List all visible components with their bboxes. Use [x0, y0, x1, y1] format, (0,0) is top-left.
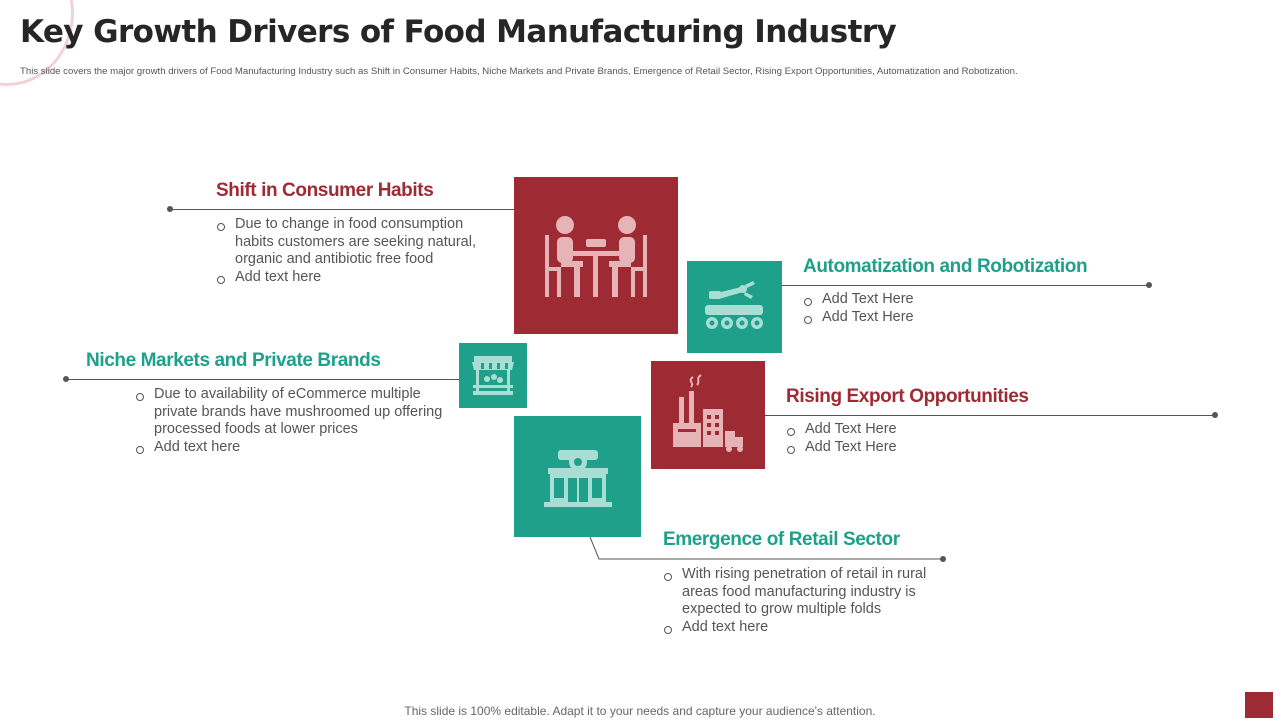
- list-item: Add text here: [663, 619, 953, 637]
- factory-truck-icon: [673, 374, 743, 452]
- export-title: Rising Export Opportunities: [786, 386, 1029, 407]
- niche-markets-tile: [459, 343, 527, 408]
- export-tile: [651, 361, 765, 469]
- slide-title: Key Growth Drivers of Food Manufacturing…: [20, 14, 897, 50]
- export-dot: [1212, 412, 1218, 418]
- niche-markets-title: Niche Markets and Private Brands: [86, 350, 381, 371]
- retail-tile: [514, 416, 641, 537]
- automatization-dot: [1146, 282, 1152, 288]
- consumer-habits-bullets: Due to change in food consumption habits…: [216, 216, 496, 286]
- consumer-habits-dot: [167, 206, 173, 212]
- retail-bullets: With rising penetration of retail in rur…: [663, 566, 953, 636]
- export-connector: [765, 415, 1215, 416]
- corner-accent: [1245, 692, 1273, 718]
- niche-markets-connector: [66, 379, 459, 380]
- export-bullets: Add Text Here Add Text Here: [786, 421, 1046, 456]
- list-item: Add Text Here: [786, 439, 1046, 457]
- list-item: Add text here: [216, 269, 496, 287]
- list-item: Due to change in food consumption habits…: [216, 216, 496, 269]
- consumer-habits-connector: [170, 209, 514, 210]
- list-item: Add Text Here: [786, 421, 1046, 439]
- market-stall-icon: [472, 356, 514, 395]
- automatization-connector: [782, 285, 1149, 286]
- retail-title: Emergence of Retail Sector: [663, 529, 900, 550]
- list-item: Add text here: [135, 439, 455, 457]
- consumer-habits-title: Shift in Consumer Habits: [216, 180, 434, 201]
- retail-dot: [940, 556, 946, 562]
- retail-store-icon: [544, 450, 612, 507]
- slide-subtitle: This slide covers the major growth drive…: [20, 66, 1018, 77]
- automatization-tile: [687, 261, 782, 353]
- robot-arm-icon: [705, 281, 763, 329]
- consumer-habits-tile: [514, 177, 678, 334]
- list-item: Due to availability of eCommerce multipl…: [135, 386, 455, 439]
- niche-markets-dot: [63, 376, 69, 382]
- retail-connector: [589, 536, 943, 560]
- niche-markets-bullets: Due to availability of eCommerce multipl…: [135, 386, 455, 456]
- dining-people-icon: [545, 216, 647, 297]
- automatization-bullets: Add Text Here Add Text Here: [803, 291, 1063, 326]
- list-item: Add Text Here: [803, 291, 1063, 309]
- slide-footer: This slide is 100% editable. Adapt it to…: [404, 704, 876, 718]
- list-item: With rising penetration of retail in rur…: [663, 566, 953, 619]
- automatization-title: Automatization and Robotization: [803, 256, 1088, 277]
- list-item: Add Text Here: [803, 309, 1063, 327]
